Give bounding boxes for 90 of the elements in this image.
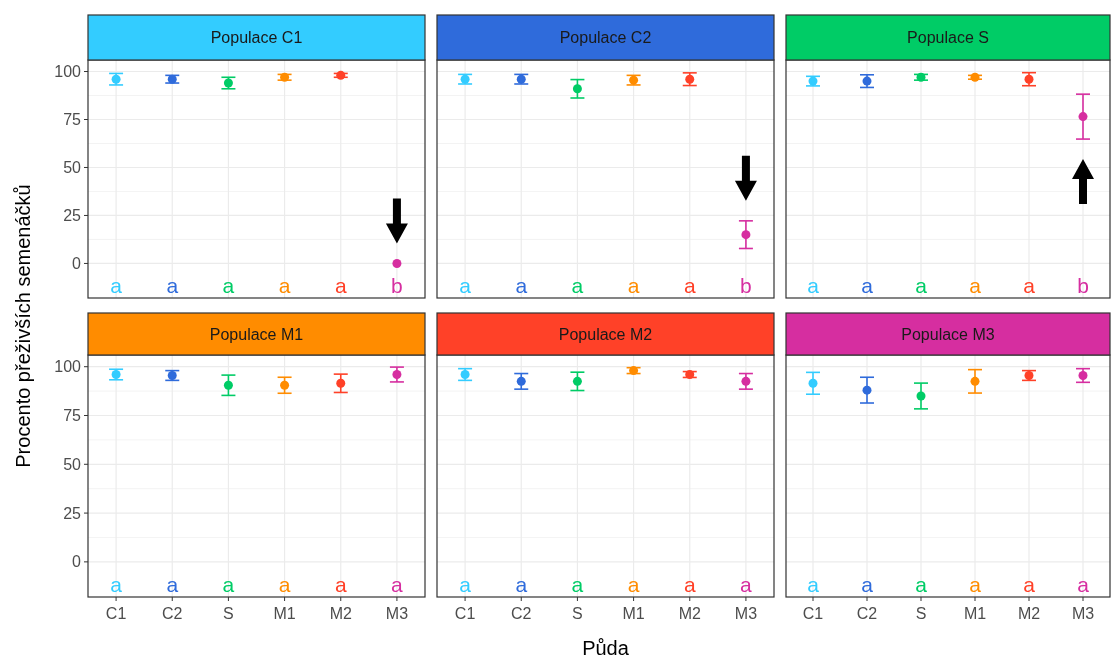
annotation: a [110, 274, 123, 298]
annotation: a [515, 573, 528, 597]
x-tick-label: C1 [105, 605, 127, 622]
point [916, 72, 926, 82]
y-tick-label: 0 [72, 255, 82, 273]
point [970, 72, 980, 82]
x-tick-label: M3 [385, 605, 409, 622]
annotation: a [627, 274, 640, 298]
x-tick-label: C2 [162, 605, 183, 622]
point [572, 84, 582, 94]
y-tick-label: 25 [63, 207, 82, 225]
point [167, 74, 177, 84]
y-tick-label: 75 [63, 407, 82, 425]
chart-title: Populace M2 [558, 325, 653, 343]
y-tick-label: 100 [54, 358, 82, 376]
point [280, 72, 290, 82]
x-tick-label: S [915, 605, 927, 622]
x-axis-title: Půda [582, 637, 630, 659]
annotation: a [166, 274, 179, 298]
x-tick-label: M2 [1017, 605, 1041, 622]
x-tick-label: M2 [678, 605, 701, 622]
annotation: a [1023, 573, 1036, 597]
chart-title: Populace M3 [901, 325, 995, 343]
y-tick-label: 75 [63, 111, 82, 129]
annotation: a [571, 274, 584, 298]
x-tick-label: C2 [511, 605, 532, 622]
x-tick-label: C1 [802, 605, 824, 622]
annotation: a [807, 573, 820, 597]
annotation: a [515, 274, 528, 298]
annotation: a [110, 573, 123, 597]
annotation: b [391, 274, 403, 298]
annotation: a [861, 274, 874, 298]
annotation: a [969, 274, 982, 298]
annotation: b [740, 274, 752, 298]
annotation: a [391, 573, 404, 597]
x-tick-label: M1 [963, 605, 987, 622]
y-tick-label: 0 [72, 553, 82, 571]
x-tick-label: C2 [856, 605, 878, 622]
chart-title: Populace C1 [210, 29, 303, 47]
x-tick-label: M3 [1071, 605, 1095, 622]
annotation: a [807, 274, 820, 298]
y-tick-label: 100 [54, 63, 82, 81]
annotation: a [969, 573, 982, 597]
annotation: a [1023, 274, 1036, 298]
point [1078, 112, 1088, 122]
annotation: b [1077, 274, 1089, 298]
annotation: a [166, 573, 179, 597]
chart-title: Populace M1 [209, 325, 304, 343]
chart-title: Populace C2 [559, 29, 652, 47]
point [336, 70, 346, 80]
point [741, 230, 751, 240]
point [862, 385, 872, 395]
y-axis-title: Procento přeživších semenáčků [12, 184, 34, 468]
annotation: a [627, 573, 640, 597]
point [516, 74, 526, 84]
point [223, 78, 233, 88]
x-tick-label: M2 [329, 605, 352, 622]
annotation: a [740, 573, 753, 597]
annotation: a [683, 573, 696, 597]
annotation: a [459, 573, 472, 597]
y-tick-label: 50 [63, 455, 82, 473]
annotation: a [861, 573, 874, 597]
chart-title: Populace S [907, 29, 989, 47]
annotation: a [278, 274, 291, 298]
point [916, 391, 926, 401]
annotation: a [334, 573, 347, 597]
annotation: a [915, 274, 928, 298]
x-tick-label: M1 [622, 605, 645, 622]
x-tick-label: M1 [273, 605, 296, 622]
point [629, 75, 639, 85]
point [392, 258, 402, 268]
x-tick-label: M3 [734, 605, 758, 622]
annotation: a [222, 573, 235, 597]
annotation: a [278, 573, 291, 597]
point [970, 376, 980, 386]
point [808, 378, 818, 388]
annotation: a [915, 573, 928, 597]
y-tick-label: 25 [63, 504, 82, 522]
x-tick-label: C1 [454, 605, 476, 622]
point [685, 74, 695, 84]
point [1078, 370, 1088, 380]
annotation: a [683, 274, 696, 298]
annotation: a [571, 573, 584, 597]
annotation: a [334, 274, 347, 298]
y-tick-label: 50 [63, 159, 82, 177]
annotation: a [222, 274, 235, 298]
annotation: a [459, 274, 472, 298]
x-tick-label: S [223, 605, 234, 622]
annotation: a [1077, 573, 1090, 597]
x-tick-label: S [572, 605, 583, 622]
